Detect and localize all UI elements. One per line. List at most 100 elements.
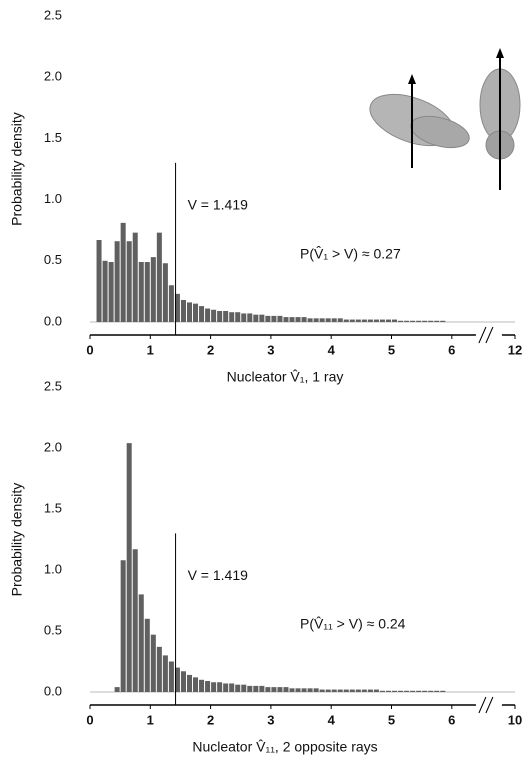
x-axis-title: Nucleator V̂₁₁, 2 opposite rays bbox=[192, 738, 377, 754]
bar bbox=[355, 319, 361, 322]
annotation: V = 1.419 bbox=[188, 567, 249, 583]
bar bbox=[253, 685, 259, 692]
y-axis-title: Probability density bbox=[9, 483, 25, 597]
annotation: V = 1.419 bbox=[188, 196, 249, 212]
bar bbox=[313, 688, 319, 692]
y-tick-label: 0.5 bbox=[44, 622, 62, 637]
y-tick-label: 1.5 bbox=[44, 130, 62, 145]
bar bbox=[193, 303, 199, 322]
bar bbox=[174, 667, 180, 692]
bar bbox=[385, 319, 391, 322]
bar bbox=[289, 317, 295, 322]
y-tick-label: 1.0 bbox=[44, 191, 62, 206]
x-tick-label: 4 bbox=[328, 342, 336, 357]
x-tick-label: 5 bbox=[388, 342, 395, 357]
x-tick-label: 12 bbox=[508, 342, 522, 357]
bar bbox=[217, 682, 223, 692]
bar bbox=[138, 262, 144, 322]
x-tick-label: 6 bbox=[448, 712, 455, 727]
bar bbox=[271, 687, 277, 692]
bar bbox=[217, 310, 223, 322]
bar bbox=[180, 671, 186, 692]
bar bbox=[223, 683, 229, 692]
bar bbox=[271, 315, 277, 322]
bar bbox=[307, 688, 313, 692]
bar bbox=[416, 320, 422, 322]
bar bbox=[428, 320, 434, 322]
bar bbox=[331, 689, 337, 692]
y-tick-label: 0.5 bbox=[44, 252, 62, 267]
x-tick-label: 1 bbox=[147, 342, 154, 357]
bar bbox=[199, 679, 205, 692]
x-tick-label: 3 bbox=[267, 342, 274, 357]
bar bbox=[337, 318, 343, 322]
axis-break bbox=[485, 326, 494, 344]
y-tick-label: 1.0 bbox=[44, 561, 62, 576]
bar bbox=[174, 293, 180, 322]
bar bbox=[343, 319, 349, 322]
bar bbox=[373, 319, 379, 322]
bar bbox=[96, 239, 102, 322]
bar bbox=[247, 313, 253, 322]
bar bbox=[355, 689, 361, 692]
bar bbox=[156, 232, 162, 322]
bar bbox=[440, 690, 446, 692]
bar bbox=[229, 312, 235, 322]
bar bbox=[379, 690, 385, 692]
y-tick-label: 2.0 bbox=[44, 69, 62, 84]
annotation: P(V̂₁ > V) ≈ 0.27 bbox=[300, 245, 401, 261]
bar bbox=[229, 683, 235, 692]
bar bbox=[144, 262, 150, 322]
bar bbox=[253, 314, 259, 322]
bar bbox=[295, 688, 301, 692]
bar bbox=[156, 646, 162, 692]
x-tick-label: 6 bbox=[448, 342, 455, 357]
bar bbox=[319, 689, 325, 692]
bar bbox=[331, 318, 337, 322]
bar bbox=[180, 299, 186, 322]
y-tick-label: 0.0 bbox=[44, 313, 62, 328]
bar bbox=[186, 674, 193, 692]
bar bbox=[205, 308, 211, 322]
bar bbox=[241, 313, 247, 322]
bar bbox=[295, 317, 301, 322]
bar bbox=[361, 689, 367, 692]
x-tick-label: 2 bbox=[207, 342, 214, 357]
bar bbox=[404, 690, 410, 692]
bar bbox=[337, 689, 343, 692]
bar bbox=[241, 684, 247, 692]
bar bbox=[168, 285, 174, 322]
bar bbox=[410, 320, 416, 322]
bar bbox=[392, 319, 398, 322]
bar bbox=[367, 319, 373, 322]
bar bbox=[428, 690, 434, 692]
bar bbox=[150, 257, 156, 322]
bar bbox=[199, 306, 205, 322]
bar bbox=[138, 594, 144, 692]
bar bbox=[265, 315, 271, 322]
bar bbox=[301, 688, 307, 692]
y-axis-title: Probability density bbox=[9, 112, 25, 226]
axis-break bbox=[485, 696, 494, 714]
bar bbox=[307, 318, 313, 322]
bar bbox=[422, 690, 428, 692]
bar bbox=[259, 314, 265, 322]
bar bbox=[114, 241, 120, 322]
bar bbox=[247, 685, 253, 692]
annotation: P(V̂₁₁ > V) ≈ 0.24 bbox=[300, 615, 406, 631]
y-tick-label: 1.5 bbox=[44, 500, 62, 515]
bar bbox=[440, 320, 446, 322]
bar bbox=[416, 690, 422, 692]
x-axis-title: Nucleator V̂₁, 1 ray bbox=[227, 368, 344, 384]
bar bbox=[235, 312, 241, 322]
bar bbox=[398, 320, 404, 322]
bar bbox=[434, 320, 440, 322]
bar bbox=[126, 443, 132, 692]
bar bbox=[162, 263, 168, 322]
bar bbox=[385, 690, 391, 692]
y-tick-label: 2.0 bbox=[44, 439, 62, 454]
bar bbox=[410, 690, 416, 692]
bar bbox=[325, 689, 331, 692]
bar bbox=[265, 687, 271, 692]
